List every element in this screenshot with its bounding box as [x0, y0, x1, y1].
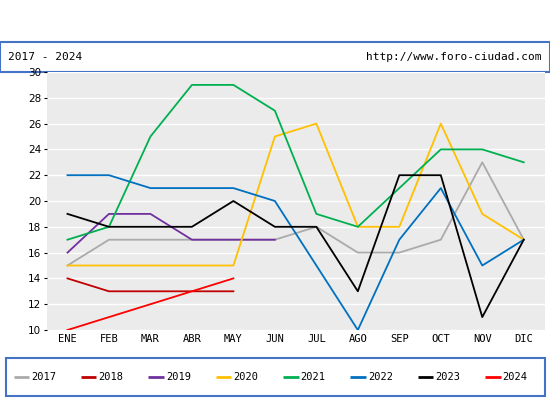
Text: 2022: 2022 [368, 372, 393, 382]
Text: Evolucion del paro registrado en Bejís: Evolucion del paro registrado en Bejís [102, 13, 448, 29]
Text: 2018: 2018 [98, 372, 124, 382]
Text: 2017 - 2024: 2017 - 2024 [8, 52, 82, 62]
Text: 2017: 2017 [31, 372, 56, 382]
Text: 2019: 2019 [166, 372, 191, 382]
Text: http://www.foro-ciudad.com: http://www.foro-ciudad.com [366, 52, 542, 62]
Text: 2020: 2020 [233, 372, 258, 382]
Text: 2024: 2024 [503, 372, 528, 382]
Text: 2021: 2021 [301, 372, 326, 382]
Text: 2023: 2023 [436, 372, 460, 382]
